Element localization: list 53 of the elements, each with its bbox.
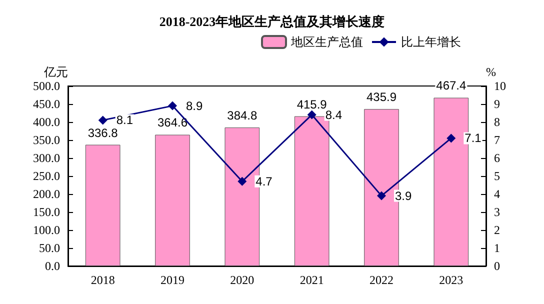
data-label: 364.6 [157,116,188,130]
x-tick-label: 2019 [160,273,184,287]
y-tick-label: 450.0 [33,97,60,111]
y-tick-label: 150.0 [33,205,60,219]
y-axis-title: 亿元 [43,65,68,79]
x-tick-label: 2018 [90,273,115,287]
data-label: 435.9 [366,90,397,104]
bar [85,144,120,266]
data-label: 336.8 [88,126,118,140]
y2-tick-label: 9 [494,97,500,111]
y-tick-label: 300.0 [33,151,60,165]
data-label: 3.9 [395,188,412,203]
y-tick-label: 100.0 [33,223,60,237]
point [168,101,177,110]
point [98,116,108,125]
y-tick-label: 500.0 [33,79,60,93]
y2-tick-label: 1 [494,241,500,255]
point [238,176,247,186]
y2-tick-label: 8 [494,115,500,129]
y-tick-label: 350.0 [33,133,60,147]
point [307,110,316,120]
y-tick-label: 400.0 [33,115,60,129]
y-tick-label: 250.0 [33,169,60,183]
y2-tick-label: 7 [494,133,500,147]
y2-tick-label: 6 [494,151,500,165]
y2-tick-label: 4 [494,187,500,201]
x-tick-label: 2022 [370,273,394,287]
data-label: 8.1 [116,113,134,128]
chart-title: 2018-2023年地区生产总值及其增长速度 [159,14,385,29]
data-label: 4.7 [256,174,273,188]
y2-tick-label: 2 [494,223,500,237]
x-tick-label: 2020 [230,273,254,287]
y-tick-label: 0.0 [45,259,60,273]
data-label: 8.4 [325,108,342,122]
data-label: 8.9 [186,98,204,113]
data-label: 7.1 [464,131,482,146]
y-tick-label: 50.0 [39,241,60,255]
data-label: 384.8 [227,108,258,122]
y-tick-label: 200.0 [33,187,60,201]
legend-label: 地区生产总值 [290,35,363,49]
x-tick-label: 2021 [300,273,324,287]
y2-tick-label: 0 [494,259,500,273]
data-label: 415.9 [296,97,328,112]
y2-axis-title: % [486,65,496,79]
y2-tick-label: 3 [494,205,500,219]
y2-tick-label: 10 [494,79,506,93]
x-tick-label: 2023 [439,273,464,287]
bar [155,134,190,266]
y2-tick-label: 5 [494,169,500,183]
point [446,134,456,143]
point [377,191,386,200]
legend-label: 比上年增长 [401,35,461,49]
data-label: 467.4 [436,78,467,93]
